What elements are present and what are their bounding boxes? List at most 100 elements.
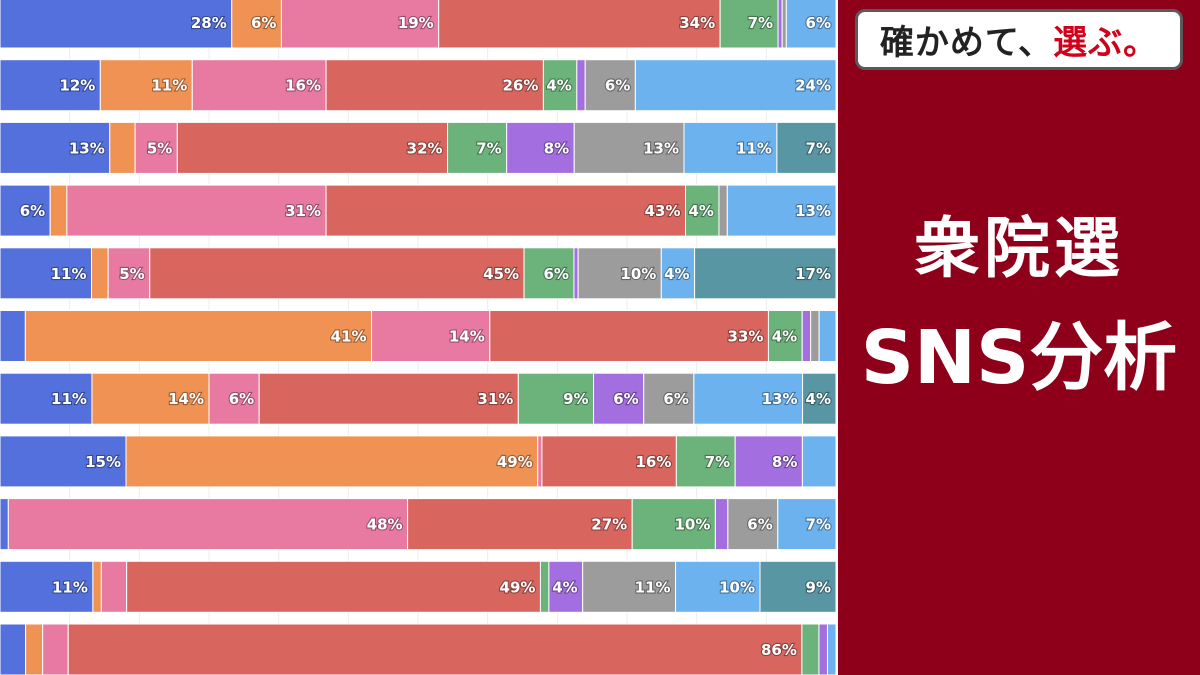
data-label: 24% [795, 77, 831, 95]
data-label: 7% [476, 139, 501, 157]
data-label: 7% [806, 516, 831, 534]
data-label: 26% [502, 77, 538, 95]
bar-segment [191, 59, 327, 112]
data-label: 13% [795, 202, 831, 220]
data-label: 11% [51, 390, 87, 408]
bar-segment [24, 310, 373, 362]
data-label: 19% [398, 14, 434, 32]
bar-segment [91, 247, 109, 300]
bar-segment [582, 560, 677, 613]
bar-segment [0, 59, 101, 112]
data-label: 7% [705, 453, 730, 471]
bar-segment [675, 560, 761, 613]
bar-segment [767, 310, 803, 362]
bar-segment [643, 372, 695, 425]
data-label: 7% [748, 14, 773, 32]
bar-segment [325, 184, 687, 237]
data-label: 8% [772, 453, 797, 471]
data-label: 16% [285, 77, 321, 95]
data-label: 49% [500, 578, 536, 596]
data-label: 4% [664, 265, 689, 283]
bar-segment [776, 121, 837, 174]
bar-segment [539, 560, 550, 613]
bar-segment [634, 59, 837, 112]
bar-segment [693, 372, 804, 425]
data-label: 34% [679, 14, 715, 32]
data-label: 10% [719, 578, 755, 596]
data-label: 16% [635, 453, 671, 471]
bar-segment [149, 247, 525, 300]
data-label: 5% [119, 265, 144, 283]
bar-segment [573, 247, 579, 300]
bar-segment [714, 498, 729, 551]
bar-segment [280, 0, 440, 49]
data-label: 6% [663, 390, 688, 408]
data-label: 11% [635, 578, 671, 596]
data-label: 15% [85, 453, 121, 471]
bar-segment [537, 435, 543, 488]
bar-segment [0, 498, 9, 551]
bar-segment [541, 435, 677, 488]
data-label: 27% [591, 516, 627, 534]
bar-segment [694, 247, 837, 300]
data-label: 45% [483, 265, 519, 283]
bar-segment [576, 59, 586, 112]
data-label: 33% [728, 328, 764, 346]
bar-segment [577, 247, 662, 300]
bar-segment [777, 0, 783, 49]
data-label: 43% [645, 202, 681, 220]
bar-segment [683, 121, 778, 174]
data-label: 41% [331, 328, 367, 346]
bar-segment [759, 560, 837, 613]
bar-segment [818, 310, 837, 362]
bar-segment [109, 121, 136, 174]
page-subtitle: SNS分析 [860, 315, 1178, 401]
bar-segment [42, 623, 69, 675]
bar-segment [685, 184, 720, 237]
bar-segment [801, 310, 812, 362]
data-label: 13% [69, 139, 105, 157]
data-label: 8% [544, 139, 569, 157]
data-label: 32% [407, 139, 443, 157]
data-label: 14% [449, 328, 485, 346]
data-label: 48% [367, 516, 403, 534]
data-label: 17% [795, 265, 831, 283]
bar-segment [126, 560, 541, 613]
data-label: 6% [806, 14, 831, 32]
bar-segment [91, 372, 210, 425]
bar-segment [548, 560, 584, 613]
bar-segment [25, 623, 44, 675]
bar-segment [727, 498, 779, 551]
bar-segment [176, 121, 449, 174]
bar-segment [0, 623, 27, 675]
data-label: 11% [51, 265, 87, 283]
data-label: 4% [806, 390, 831, 408]
bar-segment [407, 498, 633, 551]
data-label: 49% [497, 453, 533, 471]
bar-segment [99, 59, 193, 112]
chart-svg: 28% 6% 19% 34% 7% 6% 12% 11% 16% 26% 4% 6% 24% 13% 5% 3… [0, 0, 837, 675]
data-label: 4% [772, 328, 797, 346]
data-label: 9% [806, 578, 831, 596]
data-label: 6% [544, 265, 569, 283]
bar-segment [0, 247, 92, 300]
data-label: 14% [168, 390, 204, 408]
data-label: 6% [251, 14, 276, 32]
bar-segment [573, 121, 685, 174]
data-label: 10% [674, 516, 710, 534]
page-title: 衆院選 [914, 210, 1124, 287]
data-label: 28% [191, 14, 227, 32]
bar-segment [0, 372, 93, 425]
bar-segment [801, 435, 837, 488]
bar-segment [0, 121, 111, 174]
data-label: 9% [563, 390, 588, 408]
bar-segment [818, 623, 828, 675]
bar-segment [0, 435, 127, 488]
bar-segment [100, 560, 128, 613]
data-label: 4% [546, 77, 571, 95]
data-label: 11% [736, 139, 772, 157]
bar-segment [438, 0, 721, 49]
data-label: 31% [285, 202, 321, 220]
data-label: 7% [806, 139, 831, 157]
stacked-bar-chart: 28% 6% 19% 34% 7% 6% 12% 11% 16% 26% 4% 6% 24% 13% 5% 3… [0, 0, 838, 675]
